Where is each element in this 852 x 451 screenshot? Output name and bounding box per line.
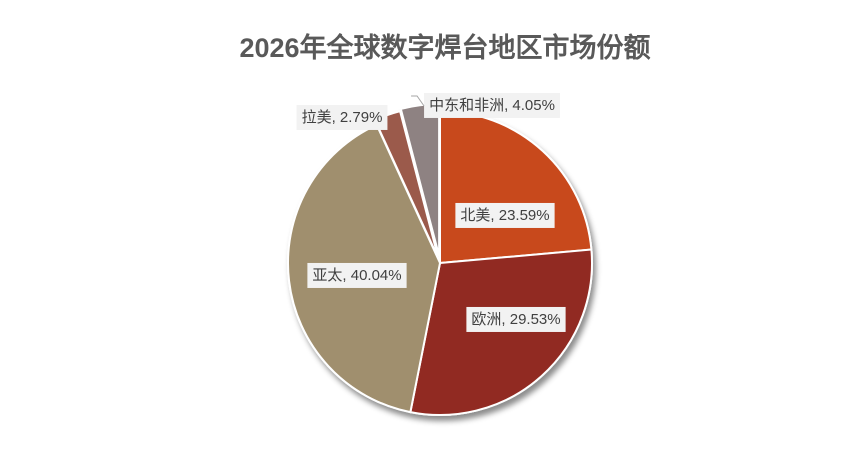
data-label: 欧洲, 29.53% xyxy=(471,311,560,328)
data-label-box xyxy=(455,202,555,228)
data-label: 北美, 23.59% xyxy=(460,207,549,224)
pie-slice xyxy=(409,248,593,416)
pie xyxy=(287,103,593,416)
data-label: 亚太, 40.04% xyxy=(312,267,401,284)
pie-slice xyxy=(439,109,593,265)
data-label-box xyxy=(466,306,566,332)
leader-line xyxy=(411,95,425,107)
data-label: 拉美, 2.79% xyxy=(302,109,383,126)
data-label: 中东和非洲, 4.05% xyxy=(429,97,555,114)
data-label-box xyxy=(307,262,407,288)
data-label-box xyxy=(424,92,560,118)
labels: 北美, 23.59% 欧洲, 29.53% 亚太, 40.04% 拉美, 2.79% 中… xyxy=(296,92,566,332)
chart-title: 2026年全球数字焊台地区市场份额 xyxy=(239,32,650,63)
data-label-box xyxy=(296,104,388,130)
